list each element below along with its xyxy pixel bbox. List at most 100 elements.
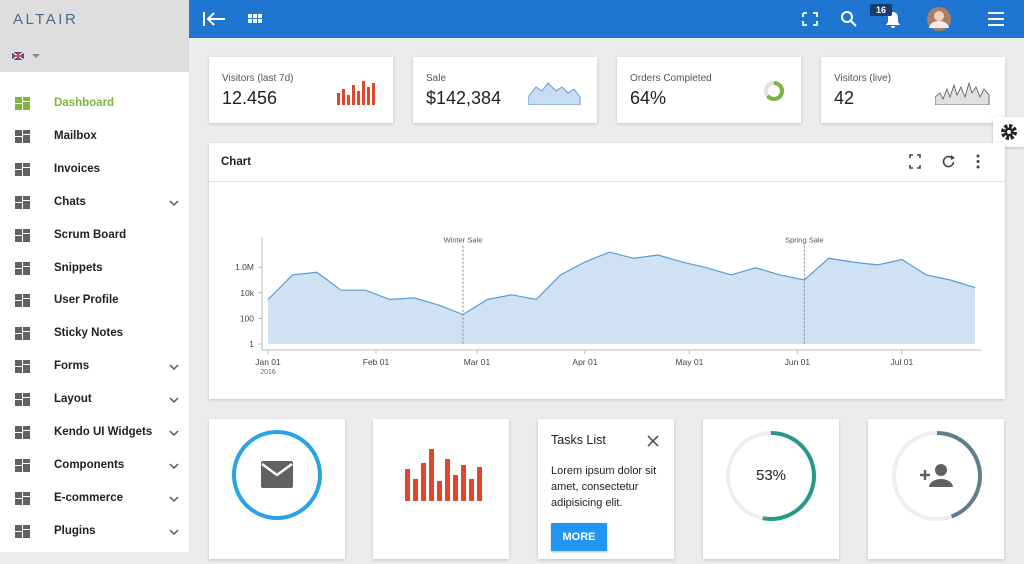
icon-shape — [23, 393, 30, 398]
chevron — [169, 463, 179, 469]
search-handle — [850, 20, 857, 27]
tasks-text: Lorem ipsum dolor sit amet, consectetur … — [551, 465, 657, 509]
refresh-icon[interactable] — [942, 155, 955, 168]
menu-icon — [15, 129, 30, 143]
icon-shape — [15, 367, 22, 374]
icon-shape — [15, 524, 22, 531]
chevron — [169, 430, 179, 437]
stat-card: Visitors (last 7d) 12.456 — [209, 57, 393, 123]
search-icon[interactable] — [841, 11, 853, 23]
icon-shape — [23, 496, 30, 505]
stat-card: Sale $142,384 — [413, 57, 597, 123]
settings-tab[interactable] — [993, 117, 1024, 147]
menu-item[interactable]: Sticky Notes — [0, 317, 189, 350]
icon-shape — [23, 233, 30, 242]
icon-shape — [15, 268, 22, 275]
icon-shape — [15, 393, 22, 400]
expand-chevron — [169, 430, 179, 437]
menu-item[interactable]: Forms — [0, 350, 189, 383]
menu-label: Plugins — [54, 524, 96, 537]
more-button[interactable]: MORE — [551, 523, 607, 551]
menu-item[interactable]: E-commerce — [0, 482, 189, 515]
gear-icon — [1001, 124, 1017, 140]
icon-shape — [15, 531, 22, 538]
x-tick-label: Jul 01 — [891, 357, 914, 367]
menu-icon — [15, 327, 30, 341]
menu-item[interactable]: Plugins — [0, 515, 189, 548]
dropdown-arrow — [32, 54, 40, 58]
notification-badge — [870, 4, 892, 16]
expand-chevron — [169, 364, 179, 371]
stat-label: Visitors (last 7d) — [222, 73, 294, 84]
icon-shape — [15, 104, 22, 110]
chevron — [169, 529, 179, 535]
icon-shape — [15, 235, 22, 242]
y-tick-label: 100 — [240, 313, 254, 323]
icon-shape — [15, 228, 22, 235]
stat-label: Visitors (live) — [834, 73, 892, 84]
icon-shape — [23, 102, 30, 110]
expand-chevron — [169, 397, 179, 404]
messages-graphic — [232, 430, 322, 520]
menu-item[interactable]: Scrum Board — [0, 219, 189, 252]
menu-icon — [15, 162, 30, 176]
stat-label: Sale — [426, 73, 447, 84]
icon-shape — [23, 365, 30, 374]
menu-icon — [15, 228, 30, 242]
menu-item[interactable]: Kendo UI Widgets — [0, 416, 189, 449]
more-icon[interactable] — [976, 154, 980, 169]
card-title: Tasks List — [551, 433, 606, 447]
menu-icon — [15, 294, 30, 308]
icon-shape — [15, 465, 22, 472]
fullscreen-icon[interactable] — [909, 154, 921, 169]
fullscreen-icon[interactable] — [802, 12, 818, 26]
menu-item[interactable]: Mailbox — [0, 120, 189, 153]
icon-shape — [23, 266, 30, 275]
icon-shape — [15, 458, 22, 465]
refresh-arrow — [951, 155, 955, 160]
icon-shape — [23, 294, 30, 299]
icon-shape — [23, 458, 30, 463]
menu-item[interactable]: Chats — [0, 186, 189, 219]
icon-shape — [23, 97, 30, 101]
expand-chevron — [169, 200, 179, 206]
x-tick-label: Jun 01 — [785, 357, 811, 367]
menu-icon — [15, 491, 30, 505]
logo[interactable]: ALTAIR — [13, 11, 79, 28]
menu-label: Mailbox — [54, 129, 97, 142]
menu-label: Snippets — [54, 261, 103, 274]
icon-shape — [15, 162, 22, 169]
icon-shape — [23, 299, 30, 308]
progress-card: 53% — [703, 419, 839, 559]
x-tick-label: May 01 — [675, 357, 703, 367]
mini-donut — [764, 81, 784, 101]
collapse-icon[interactable] — [203, 12, 225, 26]
menu-item[interactable]: Components — [0, 449, 189, 482]
apps-icon[interactable] — [248, 14, 262, 23]
tasks-card: Tasks List Lorem ipsum dolor sit amet, c… — [538, 419, 674, 559]
stat-value: 12.456 — [222, 88, 278, 108]
y-tick-label: 1.0M — [235, 262, 254, 272]
icon-shape — [23, 327, 30, 332]
menu-item[interactable]: Snippets — [0, 252, 189, 285]
divider — [209, 181, 1005, 182]
users-graphic — [892, 431, 982, 521]
language-switch[interactable] — [12, 50, 46, 62]
progress-label: 53% — [755, 467, 787, 484]
avatar-face — [934, 11, 944, 21]
menu-item[interactable]: Invoices — [0, 153, 189, 186]
close-icon[interactable] — [645, 433, 661, 449]
menu-item[interactable]: Dashboard — [0, 87, 189, 120]
menu-icon[interactable] — [988, 12, 1004, 26]
icon-shape — [23, 398, 30, 407]
icon-shape — [15, 202, 22, 209]
menu-label: E-commerce — [54, 491, 124, 504]
icon-shape — [15, 426, 22, 432]
mini-bar-chart — [337, 81, 375, 105]
menu-item[interactable]: Layout — [0, 383, 189, 416]
menu-item[interactable]: User Profile — [0, 284, 189, 317]
menu-icon — [15, 524, 30, 538]
chevron — [169, 200, 179, 206]
expand-chevron — [169, 496, 179, 502]
